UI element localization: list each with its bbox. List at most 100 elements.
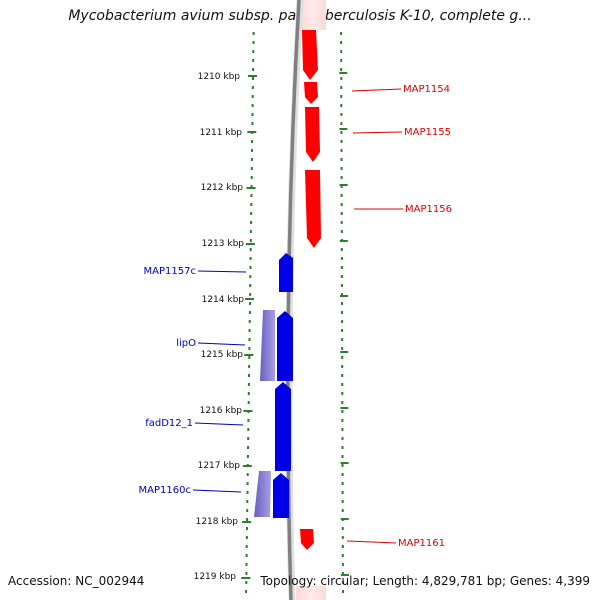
kbp-tick <box>340 574 349 576</box>
guide-dot <box>341 554 344 557</box>
guide-dot <box>247 437 250 440</box>
guide-dot <box>340 41 343 44</box>
reverse-gene-arrow[interactable] <box>279 253 293 292</box>
reverse-gene-arrow[interactable] <box>277 311 293 381</box>
gene-label-map1160c[interactable]: MAP1160c <box>139 485 191 496</box>
kbp-tick <box>339 240 348 242</box>
guide-dot <box>340 230 343 233</box>
guide-dot <box>249 275 252 278</box>
guide-dot <box>341 545 344 548</box>
guide-dot <box>250 212 253 215</box>
guide-dot <box>249 293 252 296</box>
forward-gene-arrow[interactable] <box>300 529 314 550</box>
gene-label-map1161[interactable]: MAP1161 <box>398 538 445 549</box>
guide-dot <box>249 248 252 251</box>
guide-dot <box>248 320 251 323</box>
kbp-tick <box>244 354 254 356</box>
gene-label-map1157c[interactable]: MAP1157c <box>144 266 196 277</box>
guide-dot <box>340 248 343 251</box>
label-leader <box>346 540 397 544</box>
guide-dot <box>341 464 344 467</box>
forward-gene-arrow[interactable] <box>305 170 321 248</box>
guide-dot <box>251 140 254 143</box>
guide-dot <box>250 203 253 206</box>
guide-dot <box>340 113 343 116</box>
forward-gene-arrow[interactable] <box>304 82 318 104</box>
guide-dot <box>246 500 249 503</box>
guide-dot <box>341 383 344 386</box>
guide-dot <box>250 158 253 161</box>
guide-dot <box>341 500 344 503</box>
guide-dot <box>245 590 248 593</box>
guide-dot <box>247 392 250 395</box>
guide-dot <box>340 212 343 215</box>
guide-dot <box>341 320 344 323</box>
reverse-gene-arrow[interactable] <box>275 382 291 471</box>
guide-dot <box>247 428 250 431</box>
kbp-tick <box>242 521 252 523</box>
kbp-tick <box>243 410 253 412</box>
reverse-gene-labels: MAP1157c lipO fadD12_1 MAP1160c <box>139 266 247 496</box>
guide-dot <box>341 491 344 494</box>
guide-dot <box>340 167 343 170</box>
guide-dot <box>252 68 255 71</box>
guide-dot <box>252 77 254 80</box>
guide-dot <box>342 590 344 593</box>
kbp-label: 1214 kbp <box>202 295 245 305</box>
kbp-label: 1219 kbp <box>194 572 237 582</box>
kbp-tick <box>248 75 257 77</box>
kbp-tick <box>242 465 252 467</box>
guide-dot <box>245 563 248 566</box>
guide-dot <box>341 356 344 359</box>
kbp-tick <box>246 187 256 189</box>
kbp-tick <box>241 577 251 579</box>
guide-dot <box>340 68 343 71</box>
reverse-genes <box>254 253 293 518</box>
kbp-label: 1216 kbp <box>200 406 243 416</box>
label-leader <box>194 422 244 426</box>
gene-label-map1154[interactable]: MAP1154 <box>403 84 450 95</box>
forward-genes <box>300 30 321 550</box>
forward-gene-arrow[interactable] <box>305 107 320 162</box>
guide-dot <box>250 194 253 197</box>
guide-dot <box>340 203 343 206</box>
kbp-tick <box>339 72 348 74</box>
guide-dot <box>340 131 343 134</box>
kbp-tick <box>340 462 349 464</box>
label-leader <box>197 342 246 346</box>
guide-dot <box>340 140 343 143</box>
guide-dot <box>251 122 254 125</box>
kbp-label: 1211 kbp <box>200 128 243 138</box>
guide-dot <box>248 347 251 350</box>
guide-dot <box>248 374 250 377</box>
guide-dot <box>340 257 343 260</box>
guide-dot <box>340 221 343 224</box>
guide-dot <box>249 284 252 287</box>
guide-dot <box>248 356 251 359</box>
guide-dot <box>341 437 344 440</box>
guide-dot <box>341 347 344 350</box>
guide-dot <box>248 311 251 314</box>
guide-dot <box>341 527 344 530</box>
faded-forward-track <box>300 0 326 30</box>
forward-gene-arrow[interactable] <box>302 30 318 80</box>
guide-dot <box>341 302 343 305</box>
kbp-scale: 1210 kbp 1211 kbp 1212 kbp 1213 kbp 1214… <box>194 72 245 582</box>
reverse-gene-arrow[interactable] <box>273 473 289 518</box>
guide-dot <box>247 446 250 449</box>
kbp-label: 1217 kbp <box>198 461 241 471</box>
guide-dot <box>251 113 254 116</box>
label-leader <box>192 489 242 493</box>
guide-dot <box>341 338 344 341</box>
gene-label-map1156[interactable]: MAP1156 <box>405 204 452 215</box>
gene-label-fadd12-1[interactable]: fadD12_1 <box>145 418 193 429</box>
guide-dot <box>246 455 249 458</box>
guide-dot <box>250 221 253 224</box>
guide-dot <box>252 50 255 53</box>
guide-dot <box>245 581 248 584</box>
gene-label-lipo[interactable]: lipO <box>176 338 196 349</box>
guide-dot <box>340 284 343 287</box>
guide-dot <box>250 185 253 188</box>
guide-dot <box>246 518 249 521</box>
gene-label-map1155[interactable]: MAP1155 <box>404 127 451 138</box>
